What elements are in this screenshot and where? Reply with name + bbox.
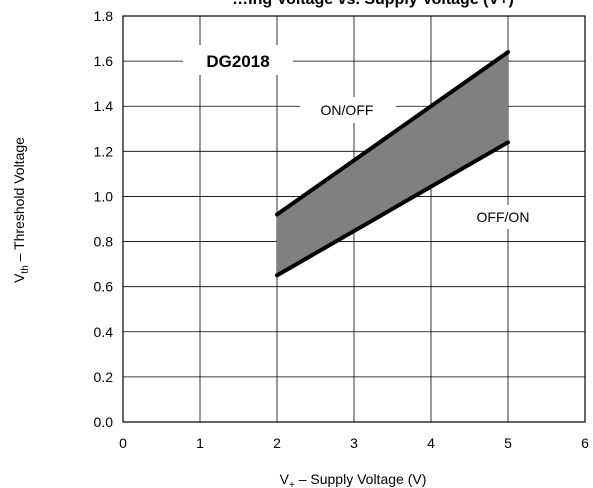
x-axis-label-main: V <box>280 471 290 487</box>
y-axis-label-rest: – Threshold Voltage <box>11 137 27 265</box>
x-tick-label: 3 <box>350 435 358 451</box>
y-axis-label-main: V <box>11 273 27 283</box>
off-on-label-background <box>456 205 552 229</box>
plot-frame <box>122 15 586 423</box>
x-tick-label: 1 <box>196 435 204 451</box>
x-tick-label: 2 <box>273 435 281 451</box>
x-axis-label-rest: – Supply Voltage (V) <box>295 471 427 487</box>
x-tick-label: 0 <box>119 435 127 451</box>
band-layer <box>277 52 508 276</box>
x-tick-label: 4 <box>427 435 435 451</box>
on-off-label: ON/OFF <box>321 102 374 118</box>
on-off-label-background <box>300 97 396 123</box>
y-tick-labels: 0.0 0.2 0.4 0.6 0.8 1.0 1.2 1.4 1.6 1.8 <box>94 8 114 430</box>
x-axis-label: V+ – Supply Voltage (V) <box>280 471 427 488</box>
x-tick-label: 5 <box>504 435 512 451</box>
device-label-background <box>183 45 293 75</box>
y-tick-label: 1.2 <box>94 143 114 159</box>
x-axis-label-sub: + <box>289 480 295 488</box>
y-tick-label: 1.0 <box>94 188 114 204</box>
y-tick-label: 0.6 <box>94 279 114 295</box>
y-tick-label: 0.8 <box>94 234 114 250</box>
x-tick-label: 6 <box>581 435 589 451</box>
off-on-series-line <box>275 140 510 278</box>
threshold-band <box>277 52 508 276</box>
y-tick-label: 1.6 <box>94 53 114 69</box>
off-on-label: OFF/ON <box>477 209 530 225</box>
device-label: DG2018 <box>206 52 269 71</box>
chart-title: …ing Voltage vs. Supply Voltage (V+) <box>232 0 514 8</box>
y-tick-label: 0.0 <box>94 414 114 430</box>
on-off-series-line <box>275 50 510 217</box>
y-tick-label: 1.4 <box>94 98 114 114</box>
y-axis-label: Vth – Threshold Voltage <box>11 137 31 283</box>
y-tick-label: 0.4 <box>94 324 114 340</box>
y-axis-label-sub: th <box>20 265 31 273</box>
x-tick-labels: 0 1 2 3 4 5 6 <box>119 435 589 451</box>
y-tick-label: 0.2 <box>94 369 114 385</box>
series-layer <box>275 50 510 278</box>
y-tick-label: 1.8 <box>94 8 114 24</box>
